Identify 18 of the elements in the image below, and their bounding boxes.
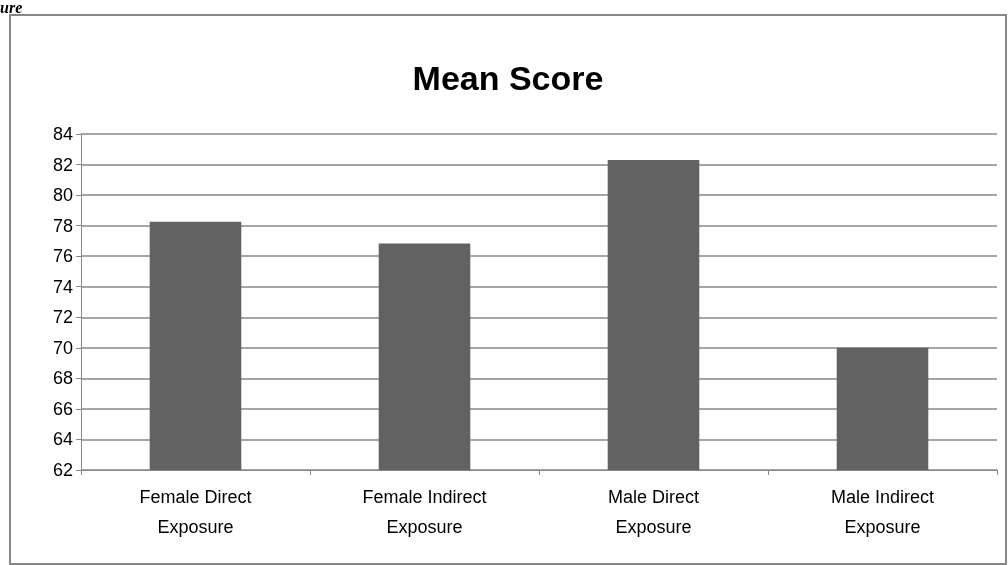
y-tick-label: 66 xyxy=(52,398,73,419)
y-tick-label: 78 xyxy=(52,215,73,236)
y-tick-label: 72 xyxy=(52,307,73,328)
chart-title: Mean Score xyxy=(412,59,604,97)
y-tick-label: 80 xyxy=(52,185,73,206)
y-tick-label: 84 xyxy=(52,124,73,144)
y-tick-label: 68 xyxy=(52,368,73,389)
x-tick-label: Male Direct Exposure xyxy=(607,487,700,537)
x-tick-label: Male Indirect Exposure xyxy=(830,487,935,537)
y-tick-label: 82 xyxy=(52,154,73,175)
y-tick-label: 64 xyxy=(52,429,73,450)
y-tick-label: 62 xyxy=(52,460,73,480)
y-tick-label: 76 xyxy=(52,246,73,267)
text: ure xyxy=(0,0,23,16)
x-tick-label: Female Indirect Exposure xyxy=(362,487,487,537)
y-tick-label: 70 xyxy=(52,337,73,358)
y-tick-label: 74 xyxy=(52,276,73,297)
x-tick-label: Female Direct Exposure xyxy=(139,487,252,537)
